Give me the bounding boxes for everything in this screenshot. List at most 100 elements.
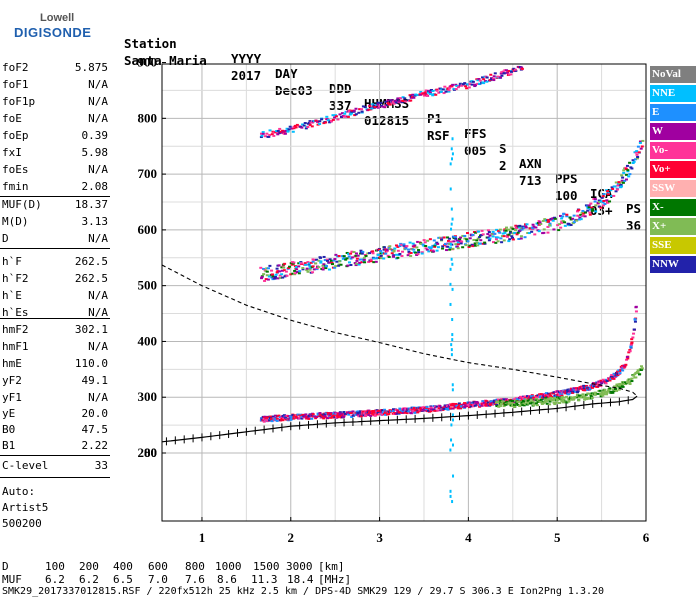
plot-grid bbox=[162, 64, 646, 521]
o-trace-point bbox=[357, 415, 361, 418]
third-hop-point bbox=[343, 115, 347, 118]
param-hf2: h`F2 262.5 bbox=[2, 271, 108, 287]
header-value-ffs: 005 bbox=[464, 143, 487, 158]
second-hop-point bbox=[366, 252, 370, 255]
header-label-ddd: DDD bbox=[329, 81, 352, 96]
header-value-axn: 713 bbox=[519, 173, 542, 188]
third-hop-point bbox=[259, 132, 263, 135]
second-hop-point bbox=[579, 218, 583, 221]
second-hop-point bbox=[277, 264, 281, 267]
second-hop-point bbox=[328, 258, 332, 261]
o-trace-point bbox=[332, 413, 336, 416]
o-trace-point bbox=[405, 412, 409, 415]
footer-muf-val: 18.4 bbox=[287, 573, 314, 586]
second-hop-point bbox=[458, 238, 462, 241]
second-hop-point bbox=[392, 254, 396, 257]
third-hop-point bbox=[499, 76, 503, 79]
second-hop-point bbox=[585, 205, 589, 208]
second-hop-point bbox=[556, 224, 560, 227]
param-label: hmF1 bbox=[2, 340, 29, 353]
third-hop-point bbox=[275, 132, 279, 135]
second-hop-point bbox=[314, 262, 318, 265]
x-trace-point bbox=[630, 377, 634, 380]
second-hop-point bbox=[387, 255, 391, 258]
second-hop-point bbox=[468, 237, 472, 240]
x-trace-point bbox=[639, 368, 643, 371]
second-hop-point bbox=[502, 239, 506, 242]
o-trace-point bbox=[578, 386, 582, 389]
second-hop-point bbox=[519, 227, 523, 230]
second-hop-point bbox=[276, 270, 280, 273]
param-value: 33 bbox=[94, 459, 108, 472]
x-trace-point bbox=[550, 398, 554, 401]
param-yf2: yF2 49.1 bbox=[2, 373, 108, 389]
second-hop-point bbox=[481, 242, 485, 245]
x-trace-point bbox=[521, 399, 525, 402]
second-hop-point bbox=[494, 238, 498, 241]
o-trace-point bbox=[273, 414, 277, 417]
o-trace-point bbox=[599, 379, 603, 382]
second-hop-point bbox=[475, 239, 479, 242]
o-trace-point bbox=[407, 407, 411, 410]
second-hop-point bbox=[445, 249, 449, 252]
second-hop-point bbox=[311, 265, 315, 268]
third-hop-point bbox=[384, 100, 388, 103]
second-hop-point bbox=[426, 239, 430, 242]
o-trace-point bbox=[433, 409, 437, 412]
second-hop-point bbox=[492, 241, 496, 244]
second-hop-point bbox=[448, 246, 452, 249]
o-trace-point bbox=[616, 370, 620, 373]
second-hop-point bbox=[563, 221, 567, 224]
x-trace-point bbox=[535, 404, 539, 407]
third-hop-point bbox=[338, 113, 342, 116]
second-hop-point bbox=[501, 232, 505, 235]
o-trace-point bbox=[544, 392, 548, 395]
second-hop-point bbox=[345, 257, 349, 260]
legend-nnw: NNW bbox=[650, 256, 696, 273]
third-hop-point bbox=[367, 108, 371, 111]
second-hop-point bbox=[311, 260, 315, 263]
second-hop-point bbox=[537, 220, 541, 223]
o-trace-point bbox=[422, 407, 426, 410]
plot-marks bbox=[259, 65, 645, 504]
o-trace-point bbox=[310, 414, 314, 417]
o-trace-point bbox=[521, 396, 525, 399]
third-hop-point bbox=[485, 76, 489, 79]
second-hop-point bbox=[264, 278, 268, 281]
second-hop-point bbox=[483, 241, 487, 244]
third-hop-point bbox=[493, 72, 497, 75]
y-tick-label: 400 bbox=[138, 333, 158, 348]
o-trace-point bbox=[351, 410, 355, 413]
second-hop-point bbox=[526, 232, 530, 235]
second-hop-point bbox=[428, 238, 432, 241]
second-hop-point bbox=[522, 226, 526, 229]
second-hop-point bbox=[572, 214, 576, 217]
o-trace-point bbox=[567, 392, 571, 395]
x-tick-label: 1 bbox=[199, 530, 206, 545]
o-trace-point bbox=[557, 390, 561, 393]
param-yf1: yF1 N/A bbox=[2, 390, 108, 406]
second-hop-point bbox=[271, 278, 275, 281]
x-trace-point bbox=[539, 401, 543, 404]
second-hop-point bbox=[358, 261, 362, 264]
o-trace-point bbox=[615, 371, 619, 374]
o-trace-point bbox=[467, 406, 471, 409]
o-trace-point bbox=[329, 416, 333, 419]
x-trace-point bbox=[593, 391, 597, 394]
o-trace-point bbox=[475, 401, 479, 404]
o-trace-point bbox=[439, 409, 443, 412]
x-trace-point bbox=[583, 398, 587, 401]
third-hop-point bbox=[416, 94, 420, 97]
o-trace-point bbox=[429, 405, 433, 408]
third-hop-point bbox=[477, 78, 481, 81]
third-hop-point bbox=[520, 66, 524, 69]
param-value: N/A bbox=[88, 340, 108, 353]
o-trace-point bbox=[342, 411, 346, 414]
second-hop-point bbox=[553, 216, 557, 219]
third-hop-point bbox=[352, 109, 356, 112]
third-hop-point bbox=[397, 100, 401, 103]
param-label: foF1p bbox=[2, 95, 36, 108]
x-trace-point bbox=[611, 391, 615, 394]
third-hop-point bbox=[502, 72, 506, 75]
o-trace-point bbox=[624, 363, 628, 366]
